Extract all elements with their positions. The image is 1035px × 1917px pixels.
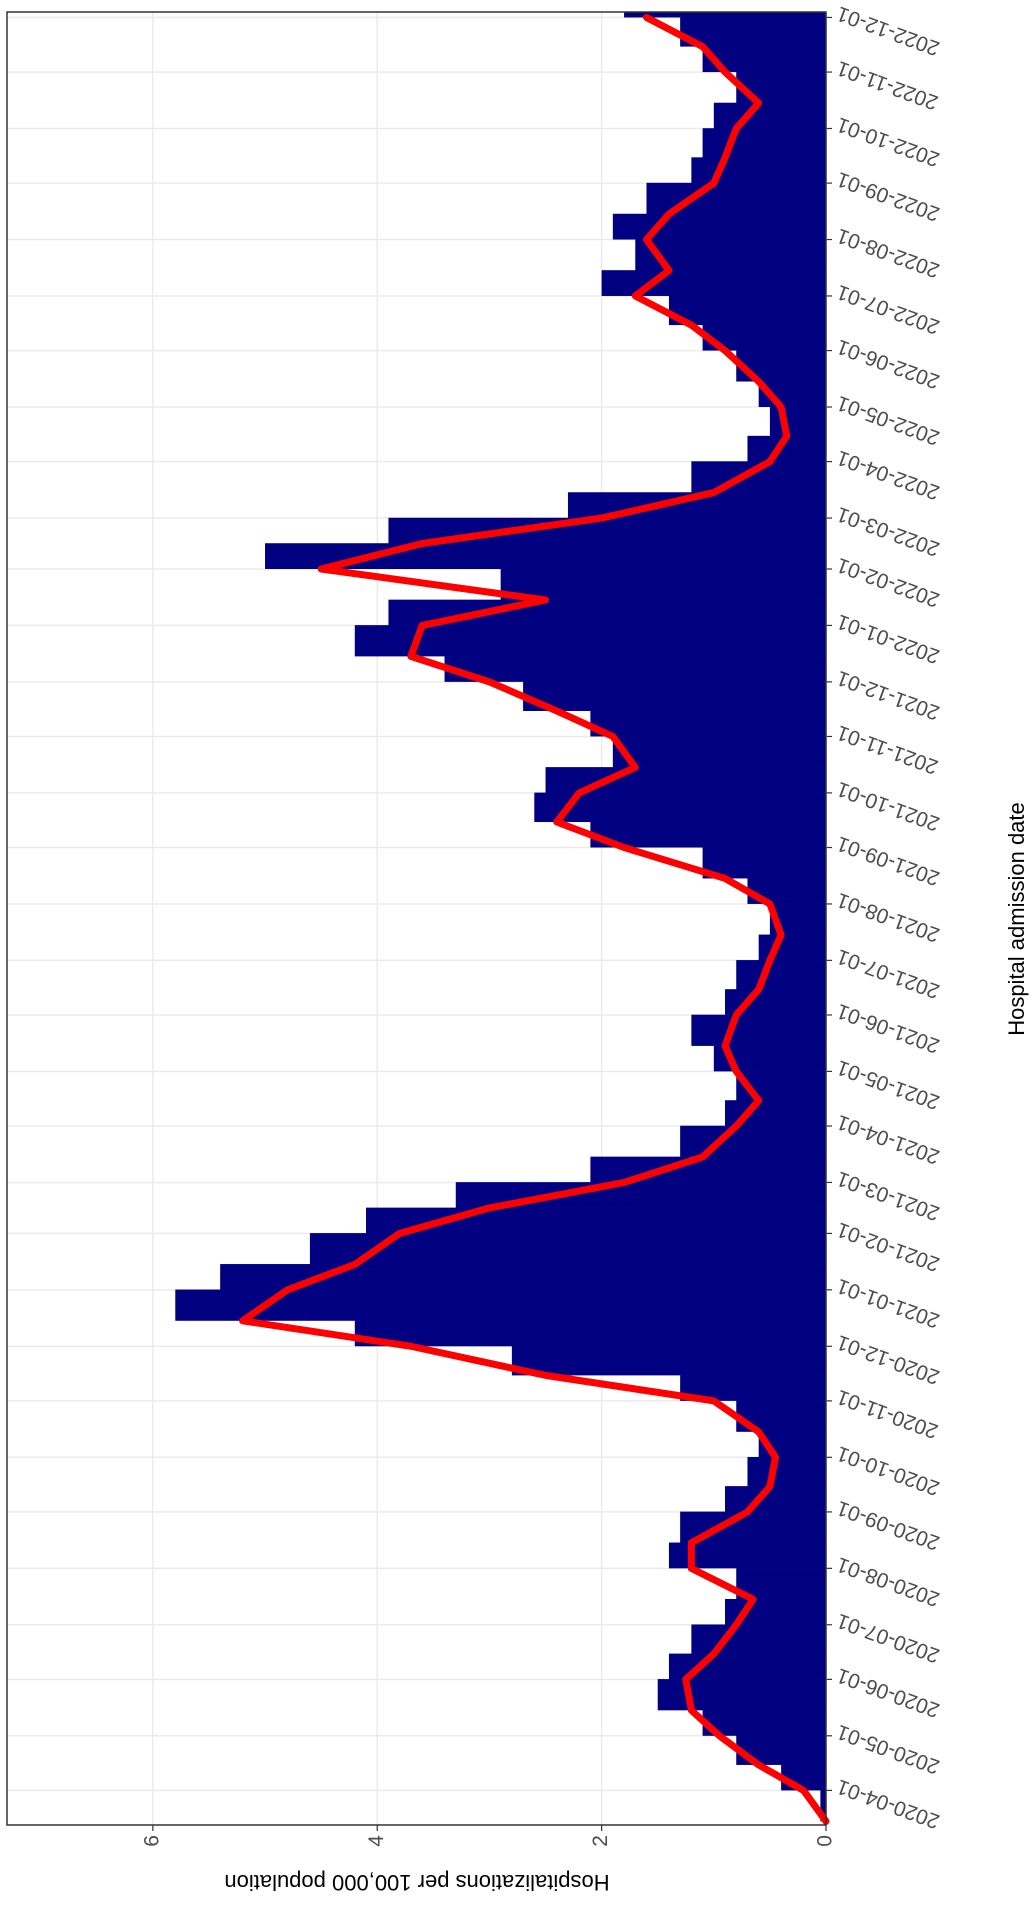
bar [769,406,827,437]
bar [747,878,827,904]
x-tick-label: 2021-06-01 [834,999,943,1057]
line [239,13,830,1825]
bar [691,1014,827,1046]
x-tick-label: 2022-02-01 [834,553,943,611]
bar [309,1233,827,1265]
x-tick-label: 2021-09-01 [834,832,943,890]
bar [590,821,827,848]
bar [736,1071,827,1101]
bar [713,102,827,129]
x-tick-label: 2021-10-01 [834,777,943,835]
x-tick-label: 2022-03-01 [834,502,943,560]
x-tick-label: 2022-12-01 [834,2,943,60]
bar [736,350,827,382]
x-tick-label: 2020-04-01 [834,1775,943,1833]
bar [500,568,826,600]
x-tick-label: 2022-11-01 [834,56,941,114]
x-tick-label: 2020-06-01 [834,1663,943,1721]
bar [747,1457,827,1487]
bar [635,239,827,271]
x-tick-label: 2022-06-01 [834,335,943,393]
bar [220,1264,827,1290]
x-tick-label: 2020-12-01 [834,1330,943,1388]
x-tick-label: 2020-07-01 [834,1609,943,1667]
bar [747,435,827,462]
bar [388,599,826,626]
bar [388,517,826,544]
x-tick-label: 2020-08-01 [834,1552,943,1610]
bar [624,11,827,18]
bar [702,324,827,351]
bar [511,1345,826,1376]
bar [668,295,827,326]
x-tick-label: 2022-08-01 [834,224,943,282]
bar [680,17,827,47]
bar [758,1431,827,1458]
bar [736,1735,827,1765]
x-tick-label: 2022-10-01 [834,113,943,171]
bar [354,1320,826,1347]
y-tick-label: 2 [589,1835,612,1847]
x-tick-label: 2020-10-01 [834,1441,943,1499]
bar [455,1182,826,1208]
bar [590,710,827,737]
y-tick-label: 0 [814,1835,837,1847]
x-tick-label: 2020-11-01 [834,1385,941,1443]
x-tick-label: 2021-12-01 [834,666,943,724]
bar [354,625,826,657]
x-axis-title: Hospital admission date [1004,802,1029,1036]
x-tick-label: 2021-11-01 [834,721,941,779]
y-axis-title: Hospitalizations per 100,000 population [224,1870,609,1895]
bar [691,1624,827,1654]
bar [702,847,827,879]
x-tick-label: 2022-05-01 [834,391,943,449]
bar [769,903,827,935]
y-tick-label: 6 [140,1835,163,1847]
bar [680,1375,827,1401]
x-tick-label: 2021-01-01 [834,1274,943,1332]
x-tick-label: 2021-05-01 [834,1055,943,1113]
panel-border [6,11,827,1826]
bar [680,1511,827,1543]
bar [523,681,827,711]
bar [702,128,827,158]
bar [657,1679,827,1711]
x-tick-label: 2021-04-01 [834,1110,943,1168]
bar [713,1045,827,1072]
x-tick-label: 2020-09-01 [834,1496,943,1554]
x-tick-label: 2022-09-01 [834,167,943,225]
bar [702,46,827,73]
bar [680,1125,827,1157]
bar [444,656,826,682]
bar [702,1710,827,1736]
x-tick-label: 2020-05-01 [834,1720,943,1778]
bar [534,792,827,823]
x-tick-label: 2022-04-01 [834,446,943,504]
x-tick-label: 2021-07-01 [834,944,943,1002]
bar [736,960,827,990]
rotated-plot: Hospital admission date Hospitalizations… [6,2,1029,1895]
bar [691,157,827,184]
bar [612,213,827,240]
bar [736,1400,827,1432]
x-tick-label: 2021-03-01 [834,1167,943,1225]
x-tick-label: 2022-01-01 [834,610,943,668]
x-tick-label: 2021-02-01 [834,1217,943,1275]
bar [736,71,827,104]
bar [736,1568,827,1600]
bar [668,1542,827,1569]
bar [175,1289,827,1321]
bar [366,1207,826,1234]
bar [725,1486,827,1512]
x-tick-label: 2022-07-01 [834,280,943,338]
y-tick-label: 4 [365,1835,388,1847]
x-tick-label: 2021-08-01 [834,888,943,946]
bar [612,736,827,768]
bar [646,182,827,215]
